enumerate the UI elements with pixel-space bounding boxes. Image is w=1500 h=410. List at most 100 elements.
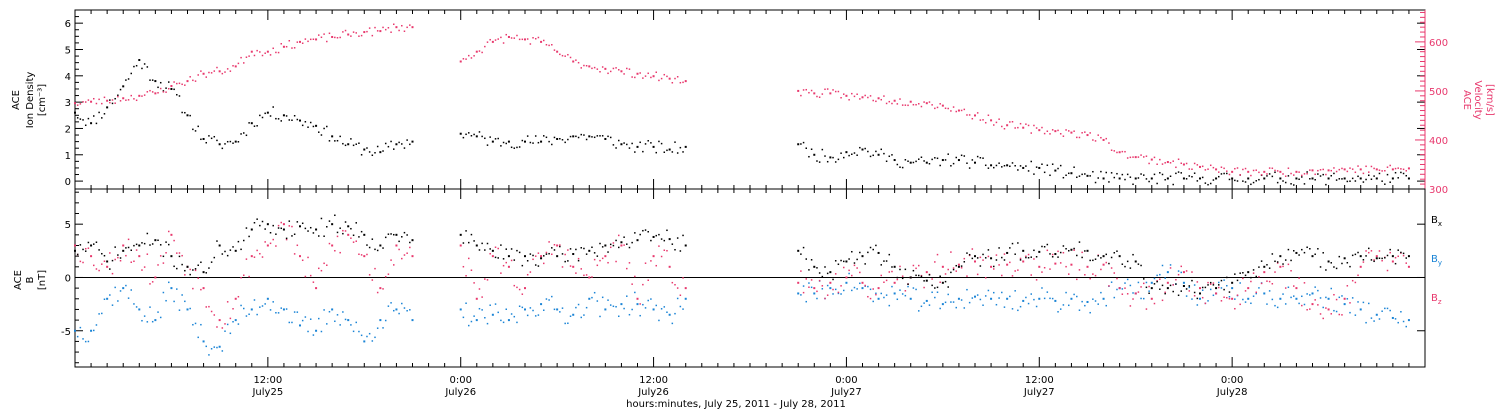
velocity-point-fill — [1105, 137, 1107, 140]
bx-point-fill — [1268, 267, 1271, 269]
density-point-fill — [816, 160, 818, 162]
bz-point-fill — [93, 264, 95, 267]
bx-point-fill — [240, 248, 242, 251]
density-point — [331, 135, 334, 138]
bx-point-fill — [543, 255, 545, 257]
by-point-fill — [304, 316, 307, 318]
b-tick-label: 0 — [65, 273, 71, 284]
bx-point-fill — [200, 261, 202, 264]
bz-point-fill — [1322, 317, 1324, 320]
bx-point — [941, 281, 944, 284]
velocity-point-fill — [157, 92, 159, 94]
density-point — [572, 135, 575, 138]
density-point — [1086, 174, 1089, 177]
density-point — [459, 132, 462, 135]
by-point — [154, 319, 157, 322]
bx-point-fill — [1177, 294, 1180, 297]
bz-point-fill — [1081, 251, 1083, 254]
by-point-fill — [208, 354, 210, 356]
density-point-fill — [642, 150, 644, 153]
by-point-fill — [1365, 321, 1367, 324]
density-point-fill — [596, 135, 599, 137]
density-point-fill — [1164, 178, 1166, 181]
legend-bz: Bz — [1431, 293, 1442, 306]
legend-bx: Bx — [1431, 215, 1442, 228]
bz-point-fill — [387, 273, 390, 275]
bz-point-fill — [184, 274, 186, 276]
velocity-point-fill — [920, 105, 923, 108]
density-point-fill — [1035, 166, 1038, 168]
by-point-fill — [1309, 294, 1311, 296]
by-point-fill — [1362, 301, 1365, 304]
bx-point-fill — [168, 243, 170, 246]
bx-point-fill — [853, 262, 856, 264]
by-point-fill — [117, 300, 119, 302]
by-point-fill — [1191, 298, 1193, 300]
bx-point-fill — [612, 244, 615, 247]
velocity-point-fill — [1220, 166, 1223, 168]
velocity-point-fill — [232, 65, 234, 67]
by-point-fill — [987, 289, 990, 292]
bz-point-fill — [130, 261, 132, 263]
by-point-fill — [1094, 300, 1097, 302]
by-point-fill — [1333, 309, 1335, 312]
density-point-fill — [486, 144, 489, 146]
density-point-fill — [1081, 173, 1083, 176]
bz-point — [1407, 265, 1410, 268]
bz-point-fill — [95, 268, 98, 270]
velocity-point — [106, 99, 109, 102]
density-point-fill — [403, 147, 406, 149]
velocity-point — [1359, 168, 1362, 171]
density-point-fill — [1100, 170, 1102, 173]
density-point-fill — [339, 135, 341, 138]
bx-point-fill — [979, 265, 982, 267]
bz-point-fill — [1108, 285, 1110, 287]
x-tick-label-date: July26 — [637, 387, 669, 398]
bx-point — [925, 279, 928, 282]
density-point-fill — [1394, 171, 1397, 174]
by-point — [411, 319, 414, 322]
bx-point — [845, 260, 848, 263]
bz-point-fill — [79, 260, 82, 263]
by-point — [813, 292, 816, 295]
bx-point — [1391, 255, 1394, 258]
by-point-fill — [928, 304, 931, 306]
bx-point-fill — [950, 271, 952, 274]
velocity-point — [893, 99, 896, 102]
bx-point-fill — [1121, 263, 1124, 265]
density-point-fill — [237, 141, 240, 143]
bx-point-fill — [1076, 254, 1078, 257]
density-point — [524, 140, 526, 143]
bz-point-fill — [912, 264, 915, 267]
by-point-fill — [1129, 284, 1132, 287]
bx-point-fill — [1180, 290, 1182, 292]
by-point — [1150, 281, 1153, 284]
density-point-fill — [165, 87, 167, 89]
velocity-point-fill — [1204, 169, 1207, 171]
density-point-fill — [1059, 164, 1062, 167]
density-point-fill — [679, 146, 682, 149]
velocity-point-fill — [1346, 170, 1349, 173]
bx-point-fill — [1394, 262, 1397, 265]
density-point-fill — [189, 114, 191, 117]
bx-point — [1247, 271, 1250, 274]
bx-point-fill — [178, 255, 181, 258]
by-point-fill — [1400, 311, 1402, 313]
velocity-point-fill — [393, 23, 395, 26]
by-point-fill — [644, 307, 647, 309]
by-point-fill — [342, 311, 344, 313]
velocity-point-fill — [224, 71, 226, 73]
bz-point-fill — [403, 254, 406, 256]
bz-point-fill — [674, 283, 676, 286]
bx-point-fill — [1051, 256, 1054, 258]
bx-point-fill — [1258, 266, 1260, 268]
density-point — [74, 111, 76, 114]
bx-point-fill — [1346, 261, 1349, 264]
bz-point-fill — [1220, 300, 1223, 302]
bx-point-fill — [1033, 249, 1035, 252]
density-point-fill — [979, 157, 982, 159]
by-point-fill — [1001, 291, 1003, 294]
by-point — [379, 319, 382, 322]
velocity-point-fill — [1081, 132, 1083, 134]
bz-point-fill — [853, 264, 856, 267]
